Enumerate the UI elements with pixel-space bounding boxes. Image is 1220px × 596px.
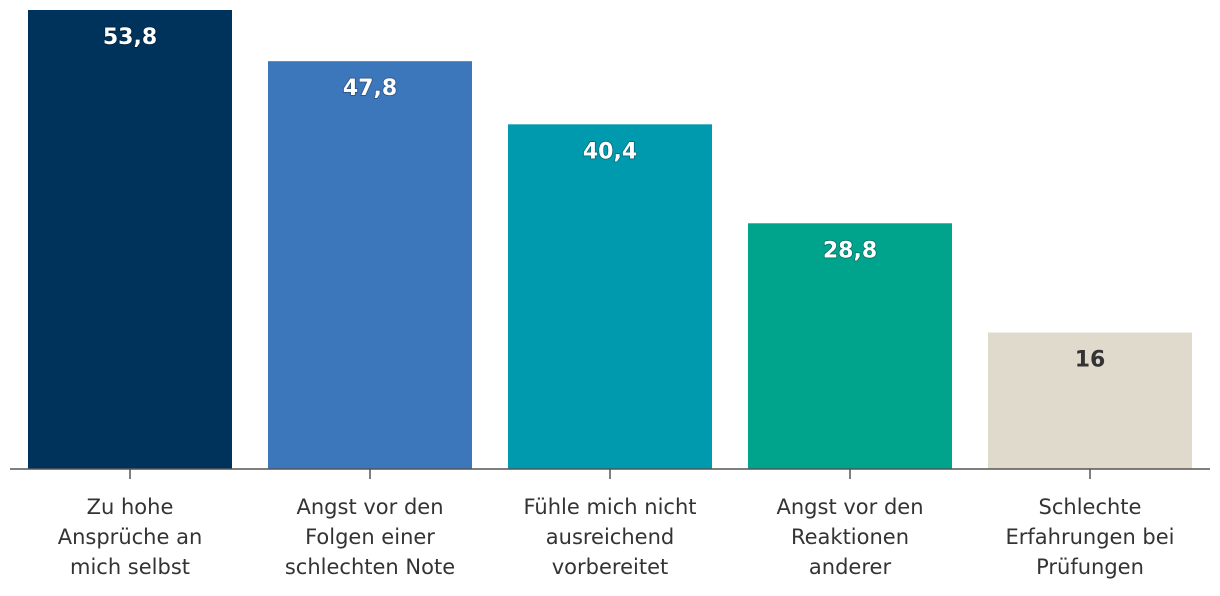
category-label-line: Folgen einer [305,525,435,549]
category-label-line: schlechten Note [285,555,455,579]
value-label-4: 28,8 [823,238,877,263]
bar-4 [748,223,952,469]
value-label-2: 47,8 [343,76,397,101]
category-label-line: Prüfungen [1036,555,1144,579]
category-label-line: anderer [809,555,892,579]
category-label-line: vorbereitet [552,555,668,579]
category-label-2: Angst vor den Folgen einer schlechten Note [285,495,455,579]
category-label-line: Angst vor den [777,495,924,519]
bar-1 [28,10,232,469]
category-label-line: Fühle mich nicht [523,495,696,519]
value-labels-group: 53,8 47,8 40,4 28,8 16 [102,24,1106,372]
x-axis-ticks [129,469,1091,479]
category-label-line: mich selbst [70,555,190,579]
value-label-5: 16 [1075,347,1106,372]
category-label-line: Schlechte [1039,495,1142,519]
category-labels-group: Zu hohe Ansprüche an mich selbst Angst vor … [58,495,1175,579]
category-label-1: Zu hohe Ansprüche an mich selbst [58,495,203,579]
category-label-4: Angst vor den Reaktionen anderer [777,495,924,579]
value-label-3: 40,4 [583,139,637,164]
bar-5 [988,332,1192,469]
category-label-3: Fühle mich nicht ausreichend vorbereitet [523,495,696,579]
category-label-line: Angst vor den [297,495,444,519]
category-label-line: Ansprüche an [58,525,203,549]
category-label-line: Erfahrungen bei [1005,525,1174,549]
value-label-1: 53,8 [103,25,157,50]
bars-group [28,10,1192,470]
category-label-5: Schlechte Erfahrungen bei Prüfungen [1005,495,1174,579]
category-label-line: Reaktionen [791,525,909,549]
bar-3 [508,124,712,469]
bar-2 [268,61,472,470]
category-label-line: Zu hohe [87,495,174,519]
category-label-line: ausreichend [546,525,674,549]
